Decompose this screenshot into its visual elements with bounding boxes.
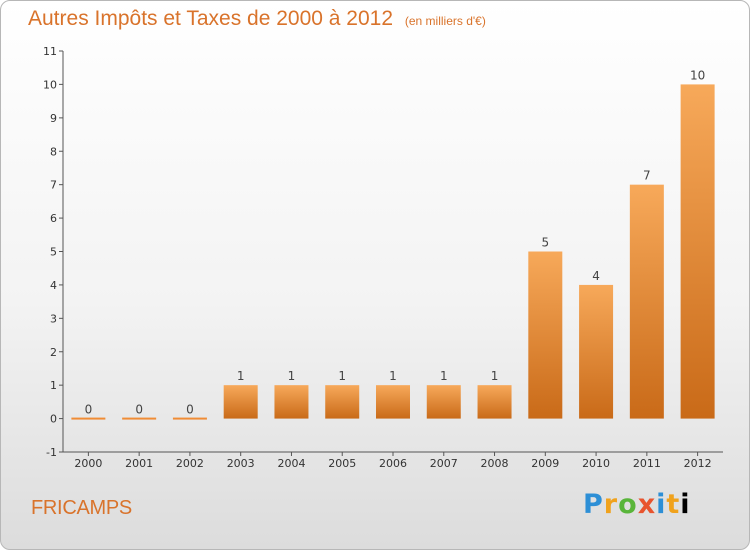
bar xyxy=(579,284,614,419)
chart-title-text: Autres Impôts et Taxes de 2000 à 2012 xyxy=(28,7,394,30)
chart-title: Autres Impôts et Taxes de 2000 à 2012 (e… xyxy=(28,7,486,31)
x-tick-label: 2000 xyxy=(74,457,102,470)
x-tick-label: 2009 xyxy=(531,457,559,470)
y-tick-label: 1 xyxy=(50,379,57,392)
brand-letter: t xyxy=(666,489,681,520)
x-tick-label: 2004 xyxy=(277,457,305,470)
brand-letter: i xyxy=(680,489,691,520)
brand-letter: x xyxy=(637,489,657,520)
y-tick-label: 9 xyxy=(50,112,57,125)
chart-subtitle: (en milliers d'€) xyxy=(404,14,486,28)
bar xyxy=(122,417,157,420)
x-tick-label: 2006 xyxy=(379,457,407,470)
data-label: 4 xyxy=(592,269,600,283)
x-tick-label: 2008 xyxy=(481,457,509,470)
data-label: 5 xyxy=(541,236,549,250)
data-label: 1 xyxy=(491,369,499,383)
y-tick-label: 8 xyxy=(50,145,57,158)
bar xyxy=(629,184,664,419)
data-label: 1 xyxy=(288,369,296,383)
x-tick-label: 2005 xyxy=(328,457,356,470)
y-tick-label: 2 xyxy=(50,346,57,359)
x-tick-label: 2002 xyxy=(176,457,204,470)
y-tick-label: 5 xyxy=(50,246,57,259)
y-tick-label: -1 xyxy=(46,446,57,459)
y-tick-label: 11 xyxy=(43,45,57,58)
town-name: FRICAMPS xyxy=(31,497,132,519)
brand-logo: Proxiti xyxy=(583,489,691,520)
x-tick-label: 2007 xyxy=(430,457,458,470)
data-label: 10 xyxy=(690,68,705,82)
data-label: 1 xyxy=(237,369,245,383)
bar xyxy=(426,385,461,419)
data-label: 7 xyxy=(643,169,651,183)
y-tick-label: 7 xyxy=(50,179,57,192)
brand-letter: o xyxy=(618,489,638,520)
y-tick-label: 4 xyxy=(50,279,57,292)
y-tick-label: 6 xyxy=(50,212,57,225)
x-tick-label: 2012 xyxy=(684,457,712,470)
bar xyxy=(71,417,106,420)
x-tick-label: 2010 xyxy=(582,457,610,470)
x-tick-label: 2003 xyxy=(227,457,255,470)
brand-letter: P xyxy=(583,489,604,520)
x-tick-label: 2001 xyxy=(125,457,153,470)
bar xyxy=(477,385,512,419)
y-tick-label: 0 xyxy=(50,413,57,426)
data-label: 1 xyxy=(338,369,346,383)
data-label: 0 xyxy=(135,403,143,417)
data-label: 1 xyxy=(440,369,448,383)
data-label: 0 xyxy=(85,403,93,417)
bar xyxy=(528,251,563,419)
y-tick-label: 3 xyxy=(50,312,57,325)
data-label: 1 xyxy=(389,369,397,383)
y-tick-label: 10 xyxy=(43,78,57,91)
brand-letter: i xyxy=(656,489,667,520)
bar xyxy=(274,385,309,419)
data-label: 0 xyxy=(186,403,194,417)
bar xyxy=(376,385,410,419)
bar xyxy=(325,385,360,419)
brand-letter: r xyxy=(603,489,619,520)
bar xyxy=(680,84,715,419)
bar xyxy=(223,385,258,419)
bar xyxy=(172,417,207,420)
x-tick-label: 2011 xyxy=(633,457,661,470)
